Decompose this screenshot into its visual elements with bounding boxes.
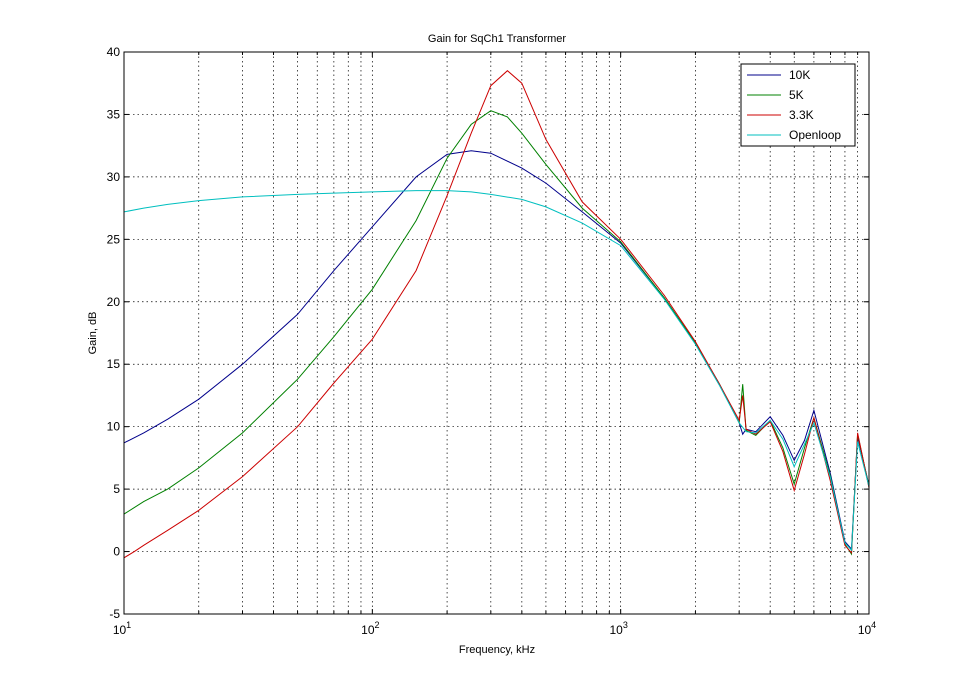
legend-label: 3.3K xyxy=(789,108,814,122)
legend-label: 5K xyxy=(789,88,804,102)
legend: 10K 5K 3.3K Openloop xyxy=(740,63,856,147)
y-tick-label: 30 xyxy=(107,170,121,184)
y-tick-label: 20 xyxy=(107,295,121,309)
y-tick-label: 5 xyxy=(113,482,120,496)
x-tick-label: 103 xyxy=(609,620,627,637)
series-line-5k xyxy=(123,110,870,556)
chart-title: Gain for SqCh1 Transformer xyxy=(428,33,567,45)
y-axis-label: Gain, dB xyxy=(87,312,99,355)
series-line-10k xyxy=(123,150,870,551)
series-line-openloop xyxy=(123,190,870,552)
plot-frame xyxy=(123,51,870,615)
y-tick-label: 15 xyxy=(107,357,121,371)
y-tick-label: 40 xyxy=(107,45,121,59)
x-tick-label: 104 xyxy=(858,620,876,637)
x-tick-label: 101 xyxy=(113,620,131,637)
grid xyxy=(124,52,869,614)
y-tick-label: 25 xyxy=(107,232,121,246)
series-line-3-3k xyxy=(123,70,870,559)
y-tick-label: 35 xyxy=(107,107,121,121)
legend-label: Openloop xyxy=(789,128,841,142)
y-tick-label: -5 xyxy=(109,607,120,621)
x-axis-label: Frequency, kHz xyxy=(459,644,535,656)
axis-ticks: 101 102 103 104 -5 0 5 10 15 20 25 30 35 40 xyxy=(107,45,877,637)
x-tick-label: 102 xyxy=(361,620,379,637)
y-tick-label: 0 xyxy=(113,545,120,559)
legend-label: 10K xyxy=(789,68,810,82)
y-tick-label: 10 xyxy=(107,420,121,434)
legend-box xyxy=(740,63,856,147)
series-lines xyxy=(123,70,870,559)
